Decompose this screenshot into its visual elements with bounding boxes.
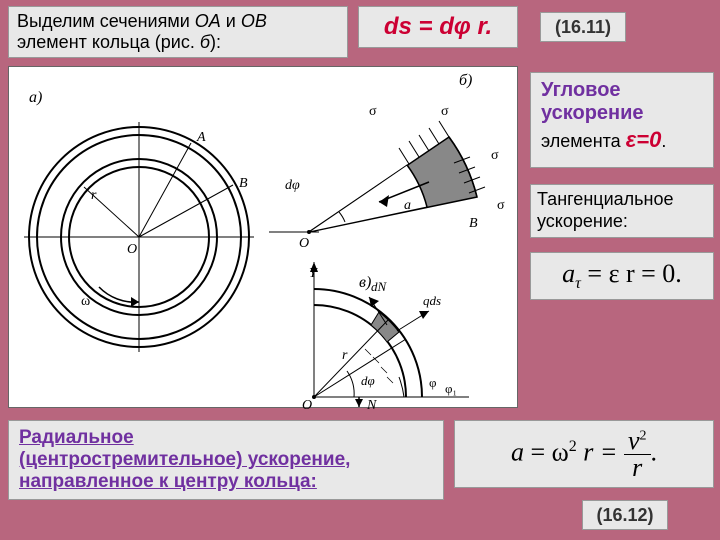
ref-1611: (16.11): [540, 12, 626, 42]
radial-line2: (центростремительное) ускорение,: [19, 449, 433, 471]
tangential-label-box: Тангенциальное ускорение:: [530, 184, 714, 238]
angular-eps: ε=0: [626, 127, 662, 152]
diagram-box: а) O A B r ω б): [8, 66, 518, 408]
svg-text:O: O: [302, 398, 312, 409]
formula-ds-box: ds = dφ r.: [358, 6, 518, 48]
formula-ds-text: ds = dφ r.: [384, 13, 492, 41]
txt-pre1: Выделим сечениями: [17, 11, 195, 31]
svg-text:σ: σ: [491, 148, 499, 163]
svg-text:O: O: [127, 242, 137, 257]
txt-oa: OA: [195, 11, 221, 31]
radial-formula: a = ω2 r = v2 r .: [511, 428, 657, 481]
svg-text:φ: φ: [429, 375, 437, 390]
txt-ob: OB: [241, 11, 267, 31]
svg-text:σ: σ: [441, 104, 449, 119]
diagram-v: в) Y r dN: [302, 262, 469, 409]
svg-text:ω: ω: [81, 294, 90, 309]
tangential-formula: aτ = ε r = 0.: [562, 259, 682, 293]
svg-text:σ: σ: [497, 198, 505, 213]
diagram-a: а) O A B r ω: [24, 89, 254, 352]
svg-text:B: B: [469, 216, 478, 231]
svg-text:a: a: [404, 198, 411, 213]
diagram-svg: а) O A B r ω б): [9, 67, 519, 409]
angular-dot: .: [661, 131, 666, 151]
txt-pre2: элемент кольца (рис.: [17, 32, 200, 52]
txt-fig: б: [200, 32, 210, 52]
angular-title: Угловое ускорение: [541, 79, 703, 125]
svg-text:φ₁: φ₁: [445, 381, 457, 396]
tangential-formula-box: aτ = ε r = 0.: [530, 252, 714, 300]
svg-text:б): б): [459, 72, 472, 89]
svg-text:dφ: dφ: [285, 178, 300, 193]
txt-post2: ):: [210, 32, 221, 52]
txt-and: и: [221, 11, 241, 31]
svg-text:в): в): [359, 274, 371, 291]
svg-text:B: B: [239, 176, 248, 191]
radial-line1: Радиальное: [19, 427, 433, 449]
ref-1612: (16.12): [582, 500, 668, 530]
svg-text:σ: σ: [369, 104, 377, 119]
radial-line3: направленное к центру кольца:: [19, 471, 433, 493]
top-left-text: Выделим сечениями OA и OB элемент кольца…: [8, 6, 348, 58]
svg-text:qds: qds: [423, 293, 441, 308]
svg-text:N: N: [366, 398, 377, 409]
tangential-label: Тангенциальное ускорение:: [537, 189, 707, 232]
angular-box: Угловое ускорение элемента ε=0.: [530, 72, 714, 168]
diagram-b: б) σ σ σ σ a B dφ: [269, 72, 505, 251]
svg-text:A: A: [196, 130, 206, 145]
angular-element: элемента: [541, 131, 626, 151]
svg-text:r: r: [342, 348, 348, 363]
svg-text:O: O: [299, 236, 309, 251]
svg-text:r: r: [91, 188, 97, 203]
svg-text:dN: dN: [371, 279, 388, 294]
radial-formula-box: a = ω2 r = v2 r .: [454, 420, 714, 488]
radial-label-box: Радиальное (центростремительное) ускорен…: [8, 420, 444, 500]
svg-text:dφ: dφ: [361, 373, 375, 388]
svg-text:а): а): [29, 89, 42, 106]
